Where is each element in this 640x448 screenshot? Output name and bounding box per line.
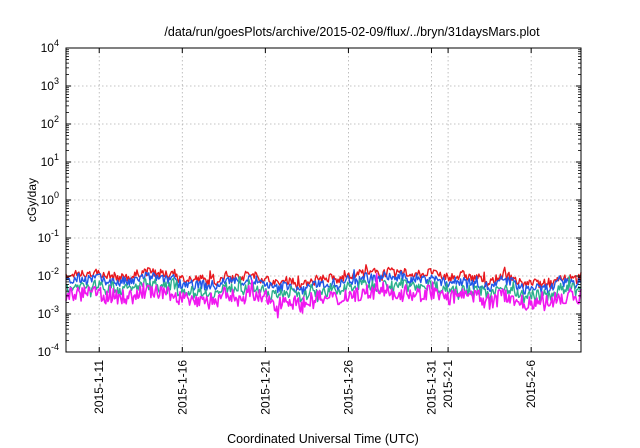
- series-line: [65, 272, 582, 319]
- x-tick-label: 2015-1-26: [341, 360, 355, 415]
- x-tick-label: 2015-1-16: [175, 360, 189, 415]
- chart-title: /data/run/goesPlots/archive/2015-02-09/f…: [164, 25, 540, 39]
- y-tick-label: 104: [41, 38, 59, 55]
- x-tick-label: 2015-1-11: [92, 360, 106, 414]
- x-tick-label: 2015-1-21: [258, 360, 272, 415]
- y-tick-label: 101: [41, 152, 59, 169]
- y-tick-label: 102: [41, 114, 59, 131]
- x-axis-ticks: 2015-1-11 2015-1-16 2015-1-21 2015-1-26 2015…: [92, 48, 538, 415]
- y-axis-ticks: 10-4 10-3 10-2 10-1 100 101 102 103 104: [38, 38, 581, 359]
- x-tick-label: 2015-2-1: [441, 360, 455, 408]
- x-axis-label: Coordinated Universal Time (UTC): [227, 432, 419, 446]
- y-axis-label: cGy/day: [25, 178, 39, 222]
- series-line: [65, 269, 582, 296]
- x-tick-label: 2015-1-31: [424, 360, 438, 415]
- y-tick-label: 100: [41, 190, 59, 207]
- grid-lines: [66, 47, 581, 353]
- y-tick-label: 10-2: [38, 266, 59, 283]
- x-tick-label: 2015-2-6: [524, 360, 538, 408]
- y-tick-label: 103: [41, 76, 59, 93]
- data-series: [65, 264, 582, 319]
- y-tick-label: 10-3: [38, 304, 59, 321]
- y-tick-label: 10-4: [38, 342, 59, 359]
- y-tick-label: 10-1: [38, 228, 59, 245]
